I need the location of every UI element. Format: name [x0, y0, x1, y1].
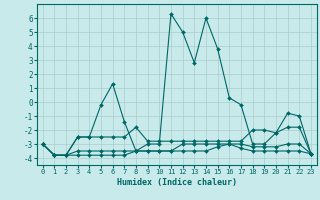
X-axis label: Humidex (Indice chaleur): Humidex (Indice chaleur): [117, 178, 237, 187]
